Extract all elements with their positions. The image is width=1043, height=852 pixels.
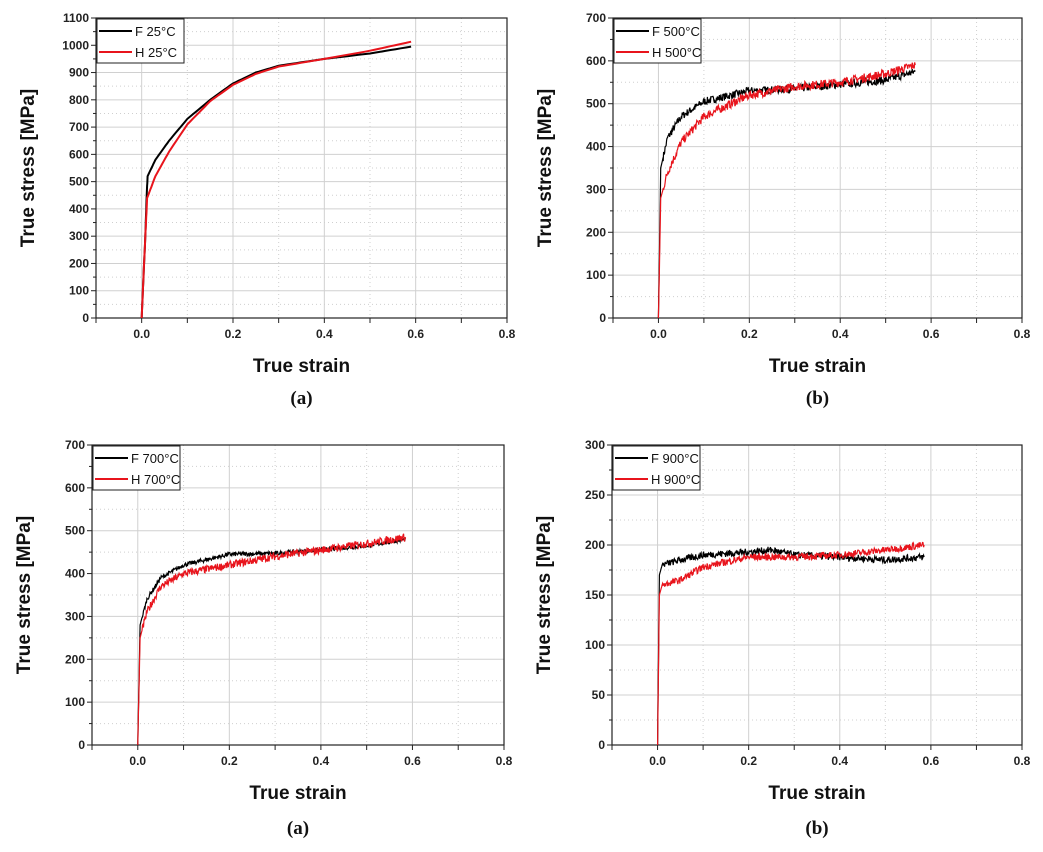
panel-label: (a) bbox=[290, 388, 312, 409]
y-tick-label: 200 bbox=[585, 538, 605, 552]
y-tick-label: 400 bbox=[65, 567, 85, 581]
x-tick-label: 0.6 bbox=[923, 327, 940, 341]
series-line-h bbox=[657, 541, 925, 745]
panel-label: (b) bbox=[806, 388, 829, 409]
y-tick-label: 400 bbox=[69, 202, 89, 216]
legend-label: H 500°C bbox=[652, 45, 701, 60]
y-tick-label: 100 bbox=[69, 284, 89, 298]
y-tick-label: 0 bbox=[82, 311, 89, 325]
series-line-f bbox=[137, 536, 407, 745]
chart-panel-0: 0.0 0.2 0.4 0.6 0.8 0 100 200 300 400 500 600 700 800… bbox=[18, 11, 516, 409]
y-tick-label: 1000 bbox=[62, 38, 89, 52]
y-tick-label: 300 bbox=[585, 438, 605, 452]
y-tick-label: 500 bbox=[65, 524, 85, 538]
x-tick-label: 0.8 bbox=[499, 327, 516, 341]
x-tick-label: 0.2 bbox=[225, 327, 242, 341]
x-axis-title: True strain bbox=[249, 783, 346, 804]
legend-label: H 900°C bbox=[651, 472, 700, 487]
series-line-h bbox=[657, 62, 916, 318]
y-tick-label: 50 bbox=[592, 688, 606, 702]
y-tick-label: 200 bbox=[65, 652, 85, 666]
panel-label: (b) bbox=[805, 818, 828, 839]
y-tick-label: 100 bbox=[585, 638, 605, 652]
x-tick-label: 0.4 bbox=[832, 327, 849, 341]
x-axis-title: True strain bbox=[769, 356, 866, 377]
legend: F 500°C H 500°C bbox=[613, 18, 702, 64]
y-tick-label: 500 bbox=[69, 175, 89, 189]
legend-box bbox=[613, 18, 702, 64]
x-tick-label: 0.0 bbox=[133, 327, 150, 341]
y-tick-label: 400 bbox=[586, 140, 606, 154]
legend: F 25°C H 25°C bbox=[96, 18, 185, 64]
chart-panel-2: 0.0 0.2 0.4 0.6 0.8 0 100 200 300 400 500 600 700 Tru… bbox=[14, 438, 513, 839]
x-tick-label: 0.4 bbox=[316, 327, 333, 341]
y-tick-label: 300 bbox=[586, 182, 606, 196]
series-line-h bbox=[137, 533, 407, 745]
y-tick-label: 900 bbox=[69, 66, 89, 80]
legend: F 900°C H 900°C bbox=[612, 445, 701, 491]
y-tick-label: 100 bbox=[586, 268, 606, 282]
y-tick-label: 600 bbox=[69, 147, 89, 161]
y-axis-title: True stress [MPa] bbox=[18, 89, 39, 247]
x-tick-label: 0.8 bbox=[1014, 754, 1031, 768]
x-axis-title: True strain bbox=[253, 356, 350, 377]
x-tick-label: 0.2 bbox=[221, 754, 238, 768]
x-tick-label: 0.8 bbox=[1014, 327, 1031, 341]
y-tick-label: 600 bbox=[65, 481, 85, 495]
x-tick-label: 0.6 bbox=[407, 327, 424, 341]
y-tick-label: 200 bbox=[586, 225, 606, 239]
y-axis-title: True stress [MPa] bbox=[14, 516, 35, 674]
legend: F 700°C H 700°C bbox=[92, 445, 181, 491]
y-tick-label: 1100 bbox=[63, 11, 89, 25]
y-tick-label: 600 bbox=[586, 54, 606, 68]
y-tick-label: 0 bbox=[599, 311, 606, 325]
legend-label: F 900°C bbox=[651, 451, 699, 466]
x-tick-label: 0.2 bbox=[740, 754, 757, 768]
y-tick-label: 300 bbox=[65, 609, 85, 623]
x-tick-label: 0.0 bbox=[650, 327, 667, 341]
legend-label: F 25°C bbox=[135, 24, 176, 39]
y-tick-label: 0 bbox=[598, 738, 605, 752]
y-tick-label: 800 bbox=[69, 93, 89, 107]
x-tick-label: 0.4 bbox=[313, 754, 330, 768]
series-line-f bbox=[657, 68, 916, 318]
panel-label: (a) bbox=[287, 818, 309, 839]
y-tick-label: 0 bbox=[78, 738, 85, 752]
legend-box bbox=[612, 445, 701, 491]
chart-panel-3: 0.0 0.2 0.4 0.6 0.8 0 50 100 150 200 250 300 True st… bbox=[534, 438, 1031, 839]
y-tick-label: 500 bbox=[586, 97, 606, 111]
x-tick-label: 0.8 bbox=[496, 754, 513, 768]
series-line-f bbox=[657, 546, 925, 745]
y-tick-label: 200 bbox=[69, 256, 89, 270]
x-tick-label: 0.2 bbox=[741, 327, 758, 341]
y-tick-label: 700 bbox=[65, 438, 85, 452]
x-tick-label: 0.0 bbox=[649, 754, 666, 768]
legend-label: H 700°C bbox=[131, 472, 180, 487]
legend-box bbox=[96, 18, 185, 64]
y-tick-label: 700 bbox=[69, 120, 89, 134]
y-tick-label: 250 bbox=[585, 488, 605, 502]
y-tick-label: 700 bbox=[586, 11, 606, 25]
legend-label: H 25°C bbox=[135, 45, 177, 60]
legend-label: F 700°C bbox=[131, 451, 179, 466]
x-tick-label: 0.6 bbox=[923, 754, 940, 768]
y-axis-title: True stress [MPa] bbox=[534, 516, 555, 674]
legend-label: F 500°C bbox=[652, 24, 700, 39]
y-tick-label: 100 bbox=[65, 695, 85, 709]
x-tick-label: 0.6 bbox=[404, 754, 421, 768]
y-tick-label: 300 bbox=[69, 229, 89, 243]
series-line-h bbox=[140, 40, 412, 318]
x-axis-title: True strain bbox=[768, 783, 865, 804]
x-tick-label: 0.0 bbox=[129, 754, 146, 768]
y-axis-title: True stress [MPa] bbox=[535, 89, 556, 247]
x-tick-label: 0.4 bbox=[831, 754, 848, 768]
chart-panel-1: 0.0 0.2 0.4 0.6 0.8 0 100 200 300 400 500 600 700 Tru… bbox=[535, 11, 1031, 409]
legend-box bbox=[92, 445, 181, 491]
y-tick-label: 150 bbox=[585, 588, 605, 602]
